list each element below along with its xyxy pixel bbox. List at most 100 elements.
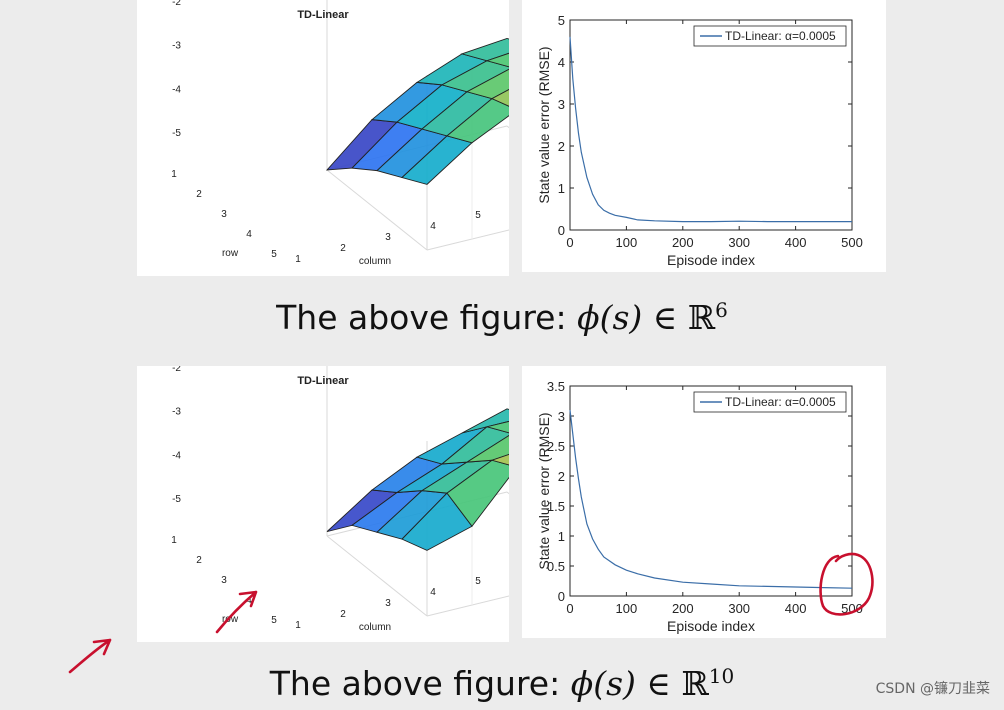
line-2-series-0 <box>569 409 853 589</box>
surface-2-base-edge <box>426 595 509 617</box>
surface-1-column-tick: 1 <box>295 254 301 265</box>
caption-1: The above figure: ϕ(s) ∈ ℝ6 <box>0 298 1004 337</box>
surface-2-face <box>461 408 509 434</box>
surface-1-base-edge <box>326 169 428 251</box>
line-1-x-label: Episode index <box>667 252 755 268</box>
line-chart-1: 0 100 200 300 400 500 0 1 2 3 4 5 Episode index State… <box>536 13 863 268</box>
line-1-x-tick-label: 300 <box>728 235 750 250</box>
surface-1-column-label: column <box>359 256 391 267</box>
line-2-y-tick-label: 2 <box>558 469 565 484</box>
line-1-y-tick-label: 3 <box>558 97 565 112</box>
surface-2-face <box>490 453 509 466</box>
line-2-y-tick-label: 1 <box>558 529 565 544</box>
surface-2-row-label: row <box>222 614 239 625</box>
surface-1-column-tick: 4 <box>430 221 436 232</box>
line-panel-2: 0 100 200 300 400 500 0 0.5 1 1.5 2 2.5 3 3.5 Episode … <box>522 366 886 638</box>
surface-2-z-tick: -2 <box>172 366 181 374</box>
surface-chart-2: TD-Linear -2 -3 -4 -5 1 2 3 4 5 1 2 3 4 5 row column <box>171 366 509 633</box>
surface-2-row-tick: 4 <box>246 595 252 606</box>
surface-2-column-tick: 3 <box>385 598 391 609</box>
surface-1-face <box>460 38 509 62</box>
surface-1-row-tick: 4 <box>246 229 252 240</box>
surface-1-z-tick: -5 <box>172 128 181 139</box>
surface-2-row-tick: 1 <box>171 535 177 546</box>
line-2-x-tick-label: 100 <box>616 601 638 616</box>
caption-2-text: The above figure: <box>269 664 561 703</box>
line-2-x-tick-label: 500 <box>841 601 863 616</box>
line-1-y-tick-label: 0 <box>558 223 565 238</box>
caption-2-math: ϕ(s) ∈ <box>570 664 682 703</box>
line-1-x-tick-label: 200 <box>672 235 694 250</box>
surface-1-z-tick: -2 <box>172 0 181 8</box>
line-2-x-tick-label: 0 <box>566 601 573 616</box>
surface-1-face <box>465 68 509 100</box>
line-2-x-tick-label: 200 <box>672 601 694 616</box>
surface-2-row-tick: 2 <box>196 555 202 566</box>
surface-2-column-label: column <box>359 622 391 633</box>
line-2-legend-box <box>693 391 847 413</box>
line-2-y-tick-label: 3.5 <box>547 379 565 394</box>
line-1-series-0 <box>569 36 852 223</box>
line-panel-1: 0 100 200 300 400 500 0 1 2 3 4 5 Episode index State… <box>522 0 886 272</box>
line-2-x-label: Episode index <box>667 618 755 634</box>
surface-1-row-tick: 2 <box>196 189 202 200</box>
caption-1-math: ϕ(s) ∈ <box>577 298 688 337</box>
surface-1-base-edge <box>426 229 509 251</box>
surface-1-column-tick: 5 <box>475 210 481 221</box>
surface-1-row-tick: 3 <box>221 209 227 220</box>
surface-1-title: TD-Linear <box>297 9 349 21</box>
surface-1-face <box>490 89 509 107</box>
surface-2-row-tick: 3 <box>221 575 227 586</box>
surface-panel-2: TD-Linear -2 -3 -4 -5 1 2 3 4 5 1 2 3 4 5 row column <box>137 366 509 642</box>
line-2-y-tick-label: 3 <box>558 409 565 424</box>
surface-2-z-tick: -5 <box>172 494 181 505</box>
line-2-x-tick-label: 300 <box>728 601 750 616</box>
surface-1-row-label: row <box>222 248 239 259</box>
caption-1-text: The above figure: <box>276 298 567 337</box>
surface-1-column-tick: 2 <box>340 243 346 254</box>
line-2-axes-box <box>569 385 853 597</box>
line-2-y-tick-label: 1.5 <box>547 499 565 514</box>
surface-2-z-tick: -3 <box>172 407 181 418</box>
line-1-y-tick-label: 5 <box>558 13 565 28</box>
surface-2-z-tick: -4 <box>172 450 181 461</box>
surface-1-face <box>485 52 509 68</box>
surface-2-base-edge <box>326 535 428 617</box>
line-1-y-tick-label: 4 <box>558 55 565 70</box>
line-1-x-tick-label: 0 <box>566 235 573 250</box>
surface-1-row-tick: 1 <box>171 169 177 180</box>
surface-2-base-edge <box>506 491 509 495</box>
line-1-legend-label: TD-Linear: α=0.0005 <box>725 29 836 43</box>
surface-2-column-tick: 2 <box>340 609 346 620</box>
surface-2-row-tick: 5 <box>271 615 277 626</box>
line-2-legend-label: TD-Linear: α=0.0005 <box>725 395 836 409</box>
line-2-y-tick-label: 0.5 <box>547 559 565 574</box>
surface-2-face <box>485 420 509 434</box>
caption-1-set: ℝ <box>687 298 716 337</box>
surface-2-column-tick: 1 <box>295 620 301 631</box>
surface-1-row-tick: 5 <box>271 249 277 260</box>
line-2-y-tick-label: 0 <box>558 589 565 604</box>
surface-chart-1: TD-Linear -2 -3 -4 -5 1 2 3 4 5 1 2 3 4 5 row column <box>171 0 509 267</box>
surface-2-column-tick: 4 <box>430 587 436 598</box>
line-1-x-tick-label: 100 <box>616 235 638 250</box>
caption-2: The above figure: ϕ(s) ∈ ℝ10 <box>0 664 1004 703</box>
surface-1-column-tick: 3 <box>385 232 391 243</box>
surface-panel-1: TD-Linear -2 -3 -4 -5 1 2 3 4 5 1 2 3 4 5 row column <box>137 0 509 276</box>
line-1-x-tick-label: 500 <box>841 235 863 250</box>
surface-2-title: TD-Linear <box>297 375 349 387</box>
line-1-y-tick-label: 2 <box>558 139 565 154</box>
line-1-y-label: State value error (RMSE) <box>536 46 552 203</box>
caption-2-set: ℝ <box>681 664 709 703</box>
line-1-y-tick-label: 1 <box>558 181 565 196</box>
watermark: CSDN @镰刀韭菜 <box>875 681 990 697</box>
surface-1-z-tick: -3 <box>172 41 181 52</box>
line-2-y-tick-label: 2.5 <box>547 439 565 454</box>
surface-1-z-tick: -4 <box>172 84 181 95</box>
line-2-y-label: State value error (RMSE) <box>536 412 552 569</box>
caption-2-dim: 10 <box>708 664 735 688</box>
line-1-x-tick-label: 400 <box>785 235 807 250</box>
caption-1-dim: 6 <box>715 298 728 322</box>
surface-1-base-edge <box>506 125 509 129</box>
surface-2-column-tick: 5 <box>475 576 481 587</box>
